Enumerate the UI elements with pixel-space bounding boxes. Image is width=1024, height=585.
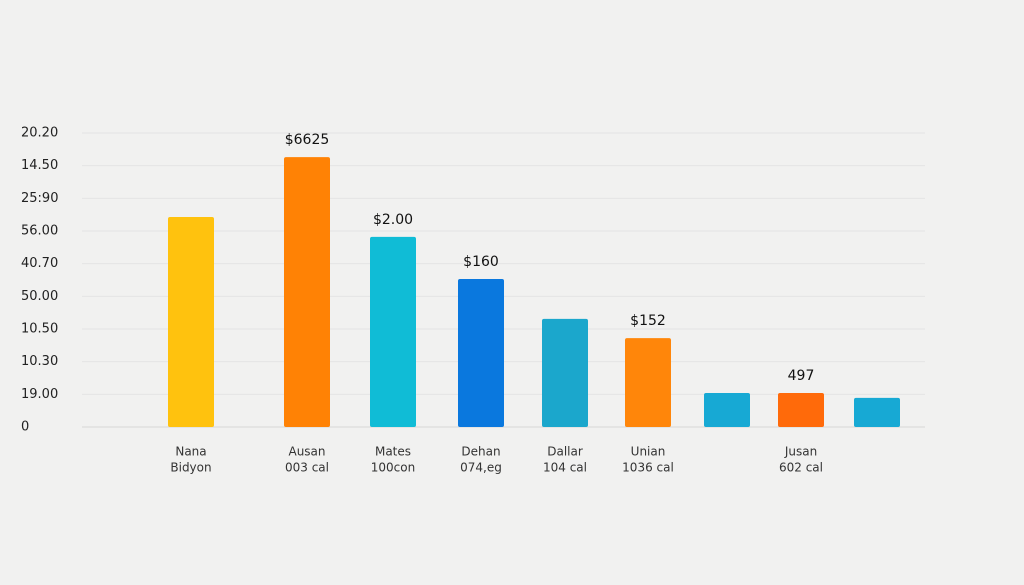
bar (854, 397, 900, 427)
x-tick-label: Unian (631, 445, 666, 459)
y-tick-label: 0 (21, 420, 29, 435)
x-tick-label: Jusan (784, 445, 817, 459)
bar (168, 216, 214, 427)
bar (704, 393, 750, 427)
x-tick-label: Mates (375, 445, 411, 459)
x-tick-label: 602 cal (779, 461, 823, 475)
y-tick-label: 25:90 (21, 191, 58, 206)
x-tick-label: 074,eg (460, 461, 502, 475)
value-label: 497 (788, 368, 815, 384)
value-label: $152 (630, 313, 666, 329)
bar (370, 236, 416, 427)
x-tick-label: Nana (175, 445, 206, 459)
x-tick-label: 100con (371, 461, 415, 475)
y-tick-label: 20.20 (21, 126, 58, 141)
y-tick-label: 40.70 (21, 256, 58, 271)
bar (778, 393, 824, 427)
y-tick-label: 14.50 (21, 158, 58, 173)
y-tick-label: 10.50 (21, 322, 58, 337)
value-label: $160 (463, 254, 499, 270)
x-tick-label: 104 cal (543, 461, 587, 475)
bar (284, 157, 330, 427)
value-label: $6625 (285, 132, 330, 148)
x-tick-label: Dallar (547, 445, 583, 459)
y-tick-label: 19.00 (21, 387, 58, 402)
bar (542, 318, 588, 427)
value-label: $2.00 (373, 212, 413, 228)
x-tick-label: Ausan (288, 445, 325, 459)
y-tick-label: 56.00 (21, 224, 58, 239)
bar (625, 338, 671, 427)
x-tick-label: Dehan (461, 445, 500, 459)
bar (458, 279, 504, 427)
y-tick-label: 10.30 (21, 354, 58, 369)
y-tick-label: 50.00 (21, 289, 58, 304)
x-tick-label: 003 cal (285, 461, 329, 475)
x-tick-label: Bidyon (170, 461, 211, 475)
x-tick-label: 1036 cal (622, 461, 674, 475)
